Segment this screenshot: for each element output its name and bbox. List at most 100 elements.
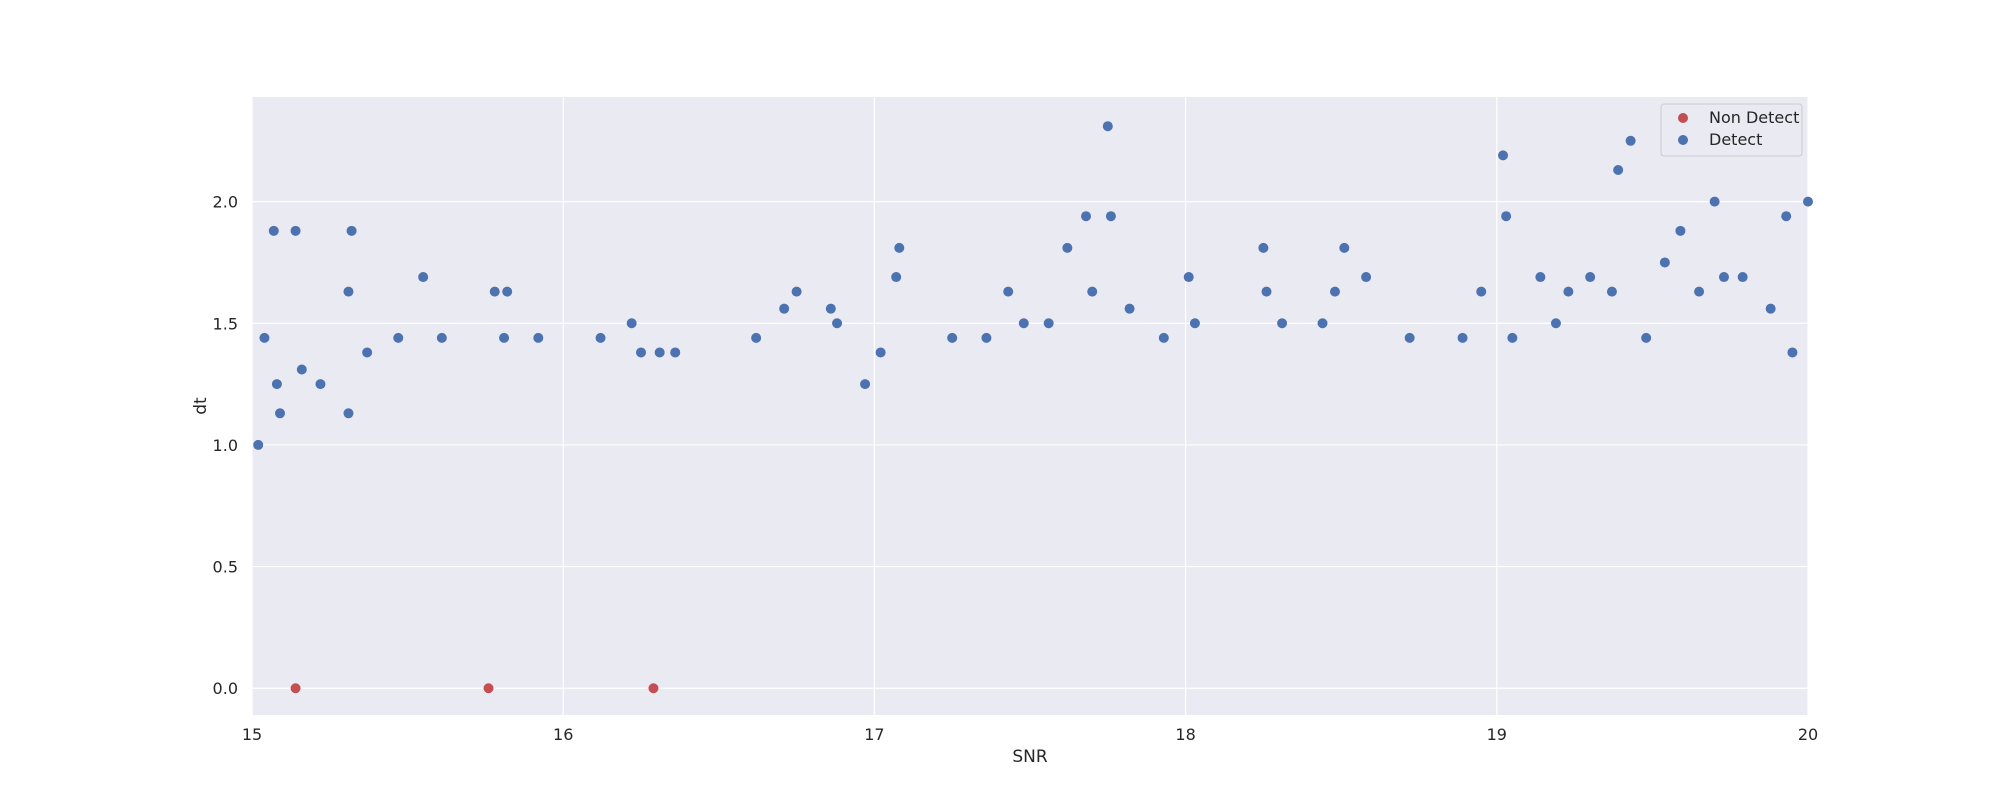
point-detect [825,303,836,314]
point-non-detect [483,683,494,694]
point-detect [1105,211,1116,222]
point-detect [1087,286,1098,297]
x-axis-label: SNR [1012,747,1048,767]
point-detect [436,332,447,343]
point-non-detect [648,683,659,694]
point-detect [595,332,606,343]
point-detect [1329,286,1340,297]
point-detect [1550,318,1561,329]
point-detect [779,303,790,314]
point-detect [860,379,871,390]
x-tick-label: 17 [864,725,884,744]
point-detect [1277,318,1288,329]
point-detect [1563,286,1574,297]
point-detect [1606,286,1617,297]
point-detect [1718,272,1729,283]
point-detect [751,332,762,343]
point-detect [1317,318,1328,329]
point-detect [271,379,282,390]
point-detect [533,332,544,343]
y-axis-label: dt [191,397,211,415]
point-detect [670,347,681,358]
point-detect [1535,272,1546,283]
point-detect [1102,121,1113,132]
point-detect [1803,196,1813,207]
point-detect [1625,135,1636,146]
point-detect [1043,318,1054,329]
y-tick-label: 0.0 [213,679,238,698]
point-detect [1081,211,1092,222]
point-detect [343,408,354,419]
point-detect [1787,347,1798,358]
point-detect [832,318,843,329]
point-detect [296,364,307,375]
point-detect [1781,211,1792,222]
point-detect [489,286,500,297]
y-tick-label: 2.0 [213,193,238,212]
point-detect [1694,286,1705,297]
point-detect [1258,242,1269,253]
legend-box [1660,103,1803,157]
point-detect [636,347,646,358]
point-detect [1709,196,1720,207]
point-detect [259,332,270,343]
point-detect [1339,242,1350,253]
x-tick-label: 15 [242,725,262,744]
point-detect [1765,303,1776,314]
point-detect [1018,318,1029,329]
point-detect [1457,332,1468,343]
x-tick-label: 20 [1798,725,1818,744]
y-tick-label: 0.5 [213,558,238,577]
plot-area [252,97,1808,715]
point-detect [1675,225,1686,236]
point-detect [346,225,357,236]
point-detect [891,272,902,283]
legend-label-detect: Detect [1709,130,1762,149]
point-detect [1003,286,1014,297]
point-detect [290,225,301,236]
x-tick-label: 19 [1487,725,1507,744]
point-detect [268,225,279,236]
point-detect [626,318,637,329]
point-detect [894,242,905,253]
point-detect [1261,286,1272,297]
point-detect [253,439,264,450]
point-detect [1613,164,1624,175]
point-detect [362,347,373,358]
point-detect [502,286,513,297]
point-detect [418,272,429,283]
point-detect [1737,272,1748,283]
point-detect [1659,257,1670,268]
point-detect [654,347,665,358]
point-detect [1498,150,1509,161]
point-detect [1361,272,1372,283]
y-tick-label: 1.5 [213,314,238,333]
legend-marker-detect [1678,135,1688,145]
point-detect [1158,332,1169,343]
x-tick-label: 18 [1175,725,1195,744]
x-tick-label: 16 [553,725,573,744]
point-detect [981,332,992,343]
point-detect [1501,211,1512,222]
data-points [253,121,1813,694]
point-detect [875,347,886,358]
point-detect [1124,303,1135,314]
point-detect [1507,332,1518,343]
y-axis-ticks: 0.0 0.5 1.0 1.5 2.0 [213,193,238,699]
point-detect [1183,272,1194,283]
point-detect [1404,332,1415,343]
point-detect [499,332,510,343]
x-axis-ticks: 15 16 17 18 19 20 [242,725,1818,744]
point-detect [315,379,326,390]
point-detect [1062,242,1073,253]
point-detect [947,332,958,343]
point-detect [1189,318,1200,329]
point-detect [343,286,354,297]
legend-marker-non-detect [1678,113,1688,123]
legend-label-non-detect: Non Detect [1709,108,1799,127]
point-detect [1641,332,1652,343]
point-detect [393,332,404,343]
point-detect [791,286,802,297]
y-tick-label: 1.0 [213,436,238,455]
